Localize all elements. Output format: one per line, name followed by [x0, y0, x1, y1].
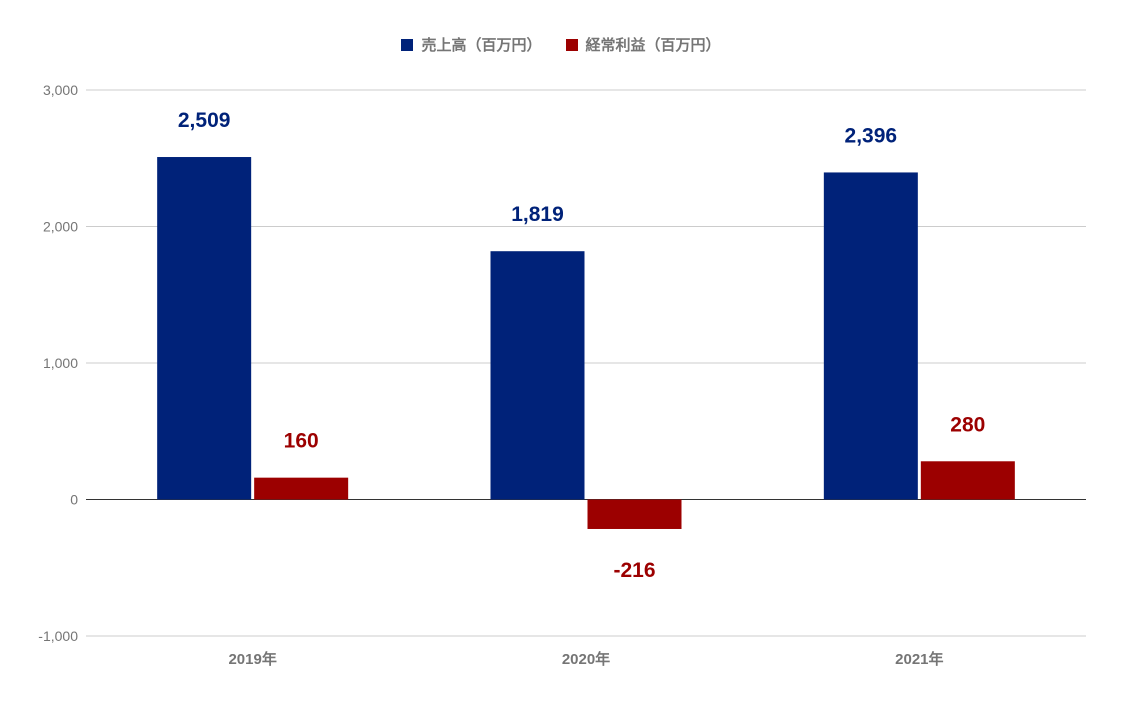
legend-label-profit: 経常利益（百万円）: [585, 37, 721, 54]
bar-profit: [587, 499, 682, 529]
x-category-label: 2021年: [895, 650, 943, 668]
bar-sales: [490, 251, 585, 500]
legend-swatch-profit: [565, 38, 578, 51]
y-tick-label: 2,000: [43, 219, 78, 235]
legend-label-sales: 売上高（百万円）: [421, 37, 542, 54]
legend-item-sales: 売上高（百万円）: [401, 34, 542, 55]
data-label-profit: 160: [284, 430, 319, 453]
data-label-sales: 1,819: [511, 203, 564, 226]
legend-item-profit: 経常利益（百万円）: [565, 34, 721, 55]
bar-profit: [920, 461, 1015, 500]
x-category-label: 2019年: [228, 650, 276, 668]
data-label-sales: 2,509: [178, 109, 231, 132]
legend: 売上高（百万円） 経常利益（百万円）: [0, 34, 1122, 55]
y-tick-label: 1,000: [43, 355, 78, 371]
bar-sales: [823, 172, 918, 500]
y-tick-label: -1,000: [38, 628, 78, 644]
data-label-profit: 280: [950, 413, 985, 436]
legend-swatch-sales: [401, 38, 414, 51]
x-category-label: 2020年: [562, 650, 610, 668]
data-label-profit: -216: [613, 559, 655, 582]
y-tick-label: 0: [70, 492, 78, 508]
data-label-sales: 2,396: [845, 124, 898, 147]
bar-profit: [254, 477, 349, 500]
bar-sales: [157, 157, 252, 500]
y-tick-label: 3,000: [43, 82, 78, 98]
